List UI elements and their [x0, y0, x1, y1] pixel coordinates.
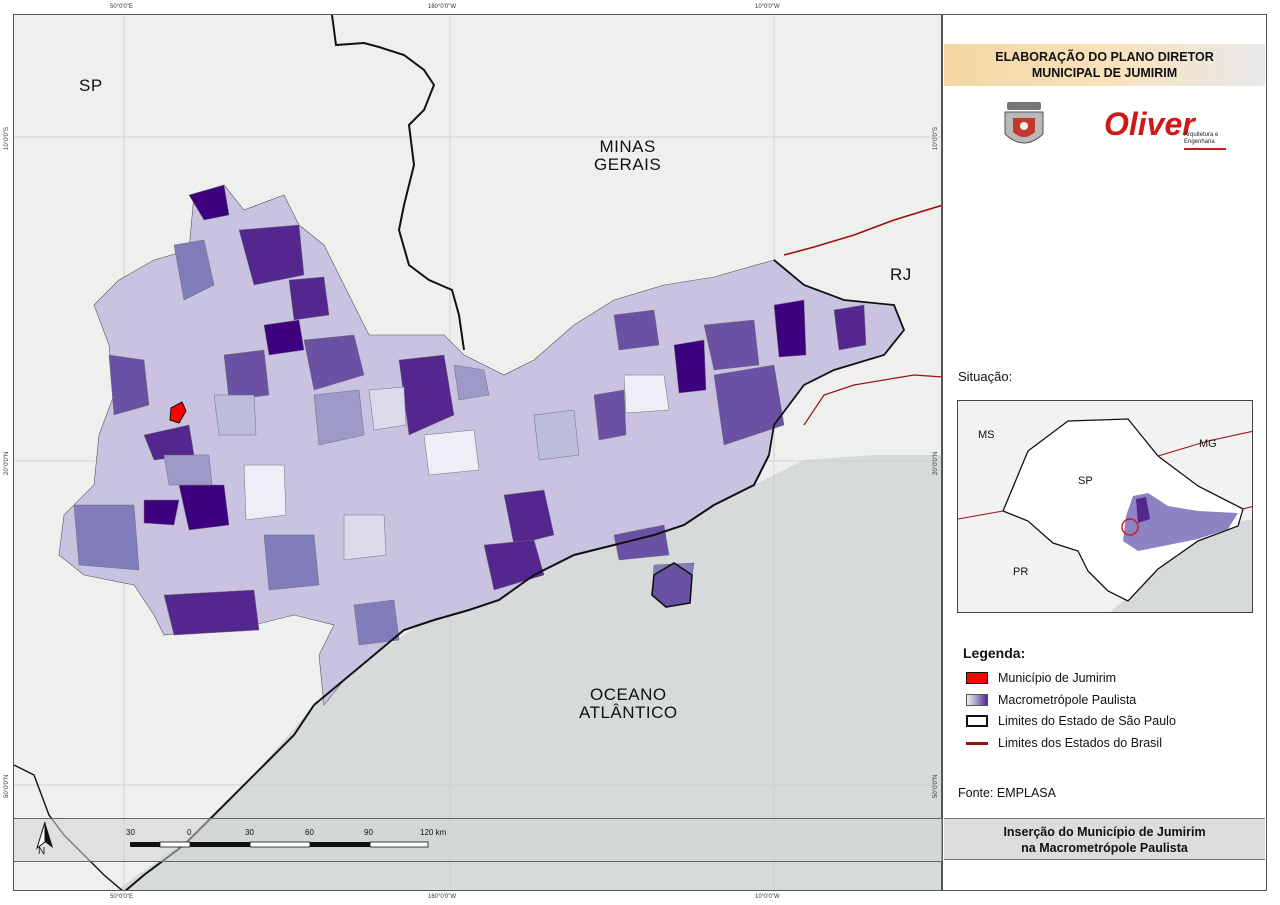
- legend-item-sp-limits: Limites do Estado de São Paulo: [966, 713, 1176, 729]
- project-title: ELABORAÇÃO DO PLANO DIRETOR MUNICIPAL DE…: [944, 44, 1265, 86]
- legend-swatch: [966, 672, 988, 684]
- situ-label-pr: PR: [1013, 566, 1029, 578]
- scale-tick: 120 km: [420, 828, 447, 837]
- caption-line-1: Inserção do Município de Jumirim: [1003, 825, 1206, 839]
- coord-bottom-left: 50°0'0"E: [110, 894, 134, 900]
- map-canvas: [14, 15, 941, 890]
- title-line-1: ELABORAÇÃO DO PLANO DIRETOR: [995, 50, 1214, 64]
- scale-tick: 30: [126, 828, 135, 837]
- map-caption: Inserção do Município de Jumirim na Macr…: [944, 818, 1265, 860]
- legend-item-macrometropole: Macrometrópole Paulista: [966, 692, 1136, 708]
- coord-left-mid: 20°0'0"N: [4, 451, 10, 475]
- scale-tick: 90: [364, 828, 373, 837]
- legend-label: Limites do Estado de São Paulo: [998, 714, 1176, 728]
- situation-canvas: [958, 401, 1252, 612]
- coord-top-right: 10°0'0"W: [755, 4, 780, 10]
- municipal-crest-icon: [1004, 102, 1044, 144]
- legend-item-jumirim: Município de Jumirim: [966, 670, 1116, 686]
- caption-line-2: na Macrometrópole Paulista: [1021, 841, 1188, 855]
- legend-label: Município de Jumirim: [998, 671, 1117, 685]
- label-oceano: OCEANO ATLÂNTICO: [579, 685, 678, 722]
- coord-top-left: 50°0'0"E: [110, 4, 134, 10]
- scale-tick: 30: [245, 828, 254, 837]
- coord-right-bottom: 50°0'0"N: [933, 774, 939, 798]
- legend-label: Limites dos Estados do Brasil: [998, 736, 1162, 750]
- label-rj: RJ: [890, 265, 912, 284]
- legend-label: Macrometrópole Paulista: [998, 693, 1137, 707]
- logos: Oliver Arquitetura e Engenharia: [944, 92, 1265, 172]
- coord-bottom-mid: 160°0'0"W: [428, 894, 457, 900]
- coord-bottom-right: 10°0'0"W: [755, 894, 780, 900]
- legend-swatch: [966, 741, 988, 745]
- legend-swatch: [966, 715, 988, 727]
- coord-top-mid: 160°0'0"W: [428, 4, 457, 10]
- scalebar-strip: [14, 818, 942, 862]
- situation-map[interactable]: MS MG SP PR: [957, 400, 1253, 613]
- label-minas-gerais: MINAS GERAIS: [594, 137, 662, 174]
- coord-left-top: 10°0'0"S: [4, 126, 10, 150]
- legend-title: Legenda:: [963, 645, 1026, 661]
- coord-left-bottom: 50°0'0"N: [4, 774, 10, 798]
- situ-label-sp: SP: [1078, 475, 1093, 487]
- situ-label-ms: MS: [978, 429, 995, 441]
- main-map[interactable]: SP MINAS GERAIS RJ OCEANO ATLÂNTICO: [13, 14, 942, 891]
- situacao-label: Situação:: [958, 369, 1013, 384]
- coord-right-top: 10°0'0"S: [933, 126, 939, 150]
- scale-tick: 0: [187, 828, 192, 837]
- coord-right-mid: 20°0'0"N: [933, 451, 939, 475]
- north-label: N: [38, 846, 46, 857]
- logo-underline: [1184, 148, 1226, 150]
- situ-label-mg: MG: [1199, 438, 1217, 450]
- north-arrow-icon: [36, 821, 53, 850]
- legend-swatch: [966, 694, 988, 706]
- scale-bar: [130, 841, 429, 848]
- logo-brand: Oliver: [1104, 106, 1195, 142]
- logo-subtitle: Arquitetura e Engenharia: [1184, 132, 1219, 145]
- source-text: Fonte: EMPLASA: [958, 786, 1056, 800]
- label-sp: SP: [79, 76, 103, 95]
- scale-tick: 60: [305, 828, 314, 837]
- legend-item-brasil-limits: Limites dos Estados do Brasil: [966, 735, 1162, 751]
- title-line-2: MUNICIPAL DE JUMIRIM: [1031, 66, 1178, 80]
- oliver-logo: Oliver: [1104, 106, 1195, 143]
